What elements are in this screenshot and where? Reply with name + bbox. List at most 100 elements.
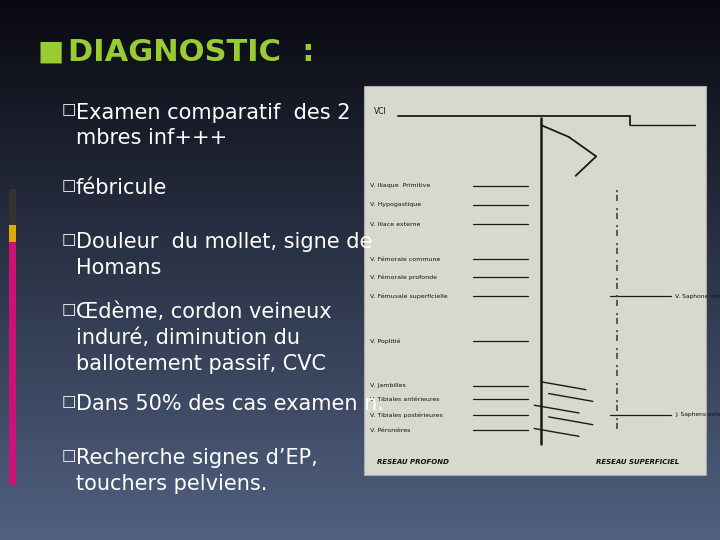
Bar xyxy=(0,55,720,57)
Bar xyxy=(0,107,720,110)
Bar xyxy=(0,494,720,496)
Bar xyxy=(0,59,720,61)
Bar xyxy=(0,163,720,165)
Bar xyxy=(0,118,720,120)
Bar xyxy=(0,184,720,186)
Bar xyxy=(0,6,720,9)
Bar xyxy=(0,409,720,411)
Bar xyxy=(0,249,720,251)
Bar xyxy=(0,382,720,384)
Bar xyxy=(0,240,720,242)
Bar xyxy=(0,390,720,393)
Text: □: □ xyxy=(61,103,76,118)
Bar xyxy=(0,46,720,49)
Text: RESEAU SUPERFICIEL: RESEAU SUPERFICIEL xyxy=(596,460,680,465)
Bar xyxy=(0,192,720,194)
Bar xyxy=(0,221,720,224)
Bar xyxy=(0,230,720,232)
Bar xyxy=(0,219,720,221)
Bar xyxy=(0,479,720,481)
Bar xyxy=(0,213,720,215)
Bar xyxy=(0,171,720,173)
Bar xyxy=(0,367,720,369)
Bar xyxy=(0,517,720,519)
Text: VCI: VCI xyxy=(374,107,387,116)
Text: V. Fémorale commune: V. Fémorale commune xyxy=(370,257,441,262)
Bar xyxy=(0,120,720,123)
Bar xyxy=(0,226,720,228)
Bar xyxy=(0,430,720,433)
Bar xyxy=(9,225,16,242)
Bar xyxy=(0,205,720,207)
Bar xyxy=(0,538,720,540)
Bar xyxy=(0,487,720,489)
Bar xyxy=(0,426,720,428)
Bar xyxy=(0,365,720,367)
Bar xyxy=(0,420,720,422)
Bar xyxy=(0,15,720,17)
Bar xyxy=(0,99,720,102)
Bar xyxy=(0,103,720,105)
Bar xyxy=(0,424,720,426)
Bar xyxy=(0,485,720,487)
Bar xyxy=(0,70,720,72)
Bar xyxy=(0,202,720,205)
Bar xyxy=(0,23,720,25)
Bar xyxy=(0,279,720,281)
Text: V. Iliaque  Primitive: V. Iliaque Primitive xyxy=(370,183,431,188)
Bar xyxy=(0,433,720,435)
Bar xyxy=(0,417,720,420)
Bar xyxy=(0,519,720,521)
Bar xyxy=(0,451,720,454)
Bar xyxy=(0,114,720,116)
Bar xyxy=(0,295,720,298)
Bar xyxy=(0,428,720,430)
Bar xyxy=(0,245,720,247)
Text: ■: ■ xyxy=(37,38,63,66)
Bar xyxy=(0,91,720,93)
Bar xyxy=(0,144,720,146)
Bar xyxy=(0,534,720,536)
Bar xyxy=(0,291,720,293)
Bar xyxy=(0,42,720,44)
Bar xyxy=(0,194,720,196)
Bar xyxy=(0,289,720,291)
Bar xyxy=(0,504,720,507)
Bar xyxy=(0,316,720,319)
Bar xyxy=(0,264,720,266)
Text: Douleur  du mollet, signe de
Homans: Douleur du mollet, signe de Homans xyxy=(76,232,372,278)
Bar xyxy=(0,61,720,63)
Bar xyxy=(0,150,720,152)
Bar xyxy=(0,422,720,424)
Bar xyxy=(0,86,720,89)
Bar xyxy=(0,168,720,171)
Bar xyxy=(0,373,720,375)
Bar xyxy=(0,25,720,28)
Bar xyxy=(0,293,720,295)
Bar xyxy=(0,466,720,468)
Bar xyxy=(0,76,720,78)
Bar xyxy=(0,512,720,515)
Bar xyxy=(0,510,720,512)
Bar xyxy=(0,287,720,289)
Bar xyxy=(0,126,720,129)
Text: V. Hypogastique: V. Hypogastique xyxy=(370,202,422,207)
Bar xyxy=(0,281,720,282)
Bar xyxy=(0,498,720,500)
Bar xyxy=(0,375,720,377)
Bar xyxy=(0,255,720,258)
Bar xyxy=(0,399,720,401)
Bar xyxy=(0,49,720,51)
Bar xyxy=(0,396,720,399)
Bar xyxy=(0,521,720,523)
Bar xyxy=(0,525,720,528)
Bar xyxy=(0,175,720,177)
Bar xyxy=(0,302,720,303)
Bar xyxy=(0,190,720,192)
Bar xyxy=(0,529,720,531)
Bar xyxy=(364,86,706,475)
Bar xyxy=(0,40,720,42)
Bar xyxy=(0,342,720,344)
Text: V. Tibiales antérieures: V. Tibiales antérieures xyxy=(370,397,440,402)
Bar xyxy=(0,160,720,163)
